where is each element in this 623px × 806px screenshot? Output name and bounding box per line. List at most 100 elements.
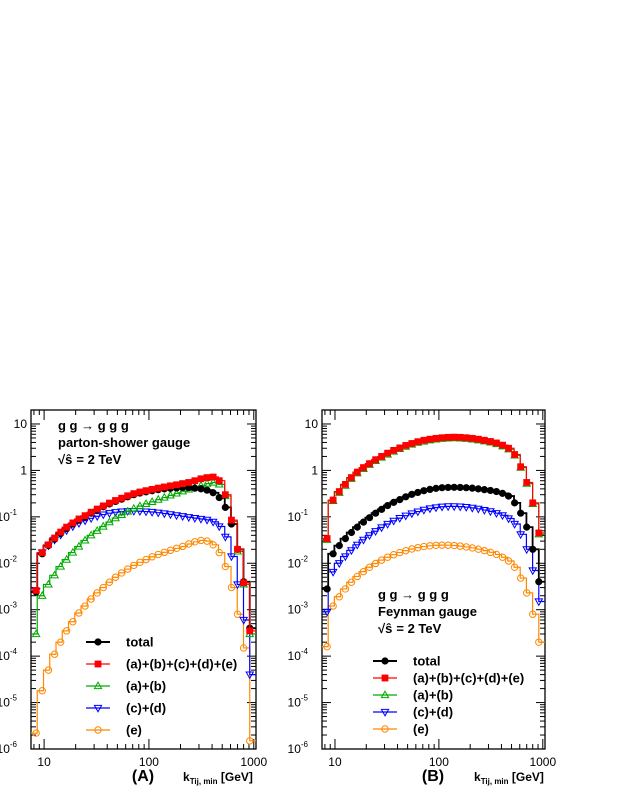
data-point: [136, 488, 144, 496]
data-point: [245, 671, 255, 680]
data-point: [148, 553, 156, 561]
data-point: [153, 494, 163, 503]
data-point: [93, 681, 103, 690]
series: [31, 507, 256, 680]
x-axis-title: kTij, min [GeV]: [474, 770, 544, 786]
data-point: [504, 492, 513, 500]
legend-label: (e): [413, 722, 429, 737]
data-point: [455, 503, 465, 512]
data-point: [50, 570, 60, 579]
data-point: [165, 511, 175, 520]
data-point: [480, 486, 488, 494]
energy-value: = 2 TeV: [396, 621, 441, 636]
data-point: [414, 438, 422, 446]
data-point: [438, 434, 446, 442]
data-point: [38, 687, 46, 695]
data-point: [522, 546, 532, 555]
data-point: [396, 444, 404, 452]
data-point: [456, 433, 464, 441]
data-point: [233, 581, 243, 590]
data-point: [486, 486, 495, 495]
data-point: [348, 474, 355, 482]
series: [322, 503, 545, 617]
data-point: [473, 505, 483, 514]
y-tick-base: 10: [288, 510, 302, 524]
data-point: [159, 492, 169, 501]
data-point: [381, 657, 389, 665]
data-point: [185, 479, 193, 486]
data-point: [202, 478, 212, 487]
data-point: [523, 523, 531, 531]
data-point: [381, 725, 389, 733]
data-point: [419, 506, 429, 515]
data-point: [147, 497, 157, 505]
data-point: [221, 503, 229, 511]
data-point: [443, 503, 453, 512]
data-point: [31, 629, 41, 638]
data-point: [335, 488, 343, 495]
y-tick-exponent: -6: [10, 740, 18, 749]
y-tick-base: 10: [0, 510, 10, 524]
data-point: [81, 512, 89, 520]
legend: total (a)+(b)+(c)+(d)+(e) (a)+(b) (c)+(d) (e…: [86, 635, 237, 738]
x-axis-subscript: Tij, min: [481, 777, 509, 786]
data-point: [371, 528, 381, 537]
y-tick-base: 10: [288, 603, 302, 617]
x-axis-symbol: k: [183, 770, 190, 784]
data-point: [479, 506, 489, 515]
data-point: [123, 506, 133, 515]
data-point: [118, 494, 126, 502]
y-tick-exponent: -3: [301, 601, 309, 610]
legend-label: (a)+(b)+(c)+(d)+(e): [126, 657, 237, 672]
data-point: [68, 547, 78, 556]
data-point: [81, 602, 89, 610]
data-point: [390, 498, 398, 506]
data-point: [202, 516, 212, 525]
data-point: [322, 608, 332, 617]
data-point: [498, 489, 507, 497]
data-point: [487, 438, 494, 445]
y-tick-base: 10: [288, 556, 302, 570]
y-tick-label: 10-4: [288, 647, 309, 663]
data-point: [529, 610, 537, 618]
data-point: [178, 486, 188, 495]
data-point: [159, 510, 169, 519]
data-point: [450, 433, 458, 441]
x-axis-unit: [GeV]: [509, 770, 544, 784]
data-point: [179, 480, 187, 487]
data-point: [196, 515, 206, 524]
data-point: [323, 642, 331, 651]
data-point: [135, 501, 145, 510]
data-point: [468, 434, 476, 442]
legend-label: (c)+(d): [413, 705, 453, 720]
data-point: [92, 525, 102, 534]
data-point: [467, 504, 477, 513]
data-point: [62, 554, 72, 563]
legend-label: (a)+(b): [126, 679, 166, 694]
data-point: [377, 556, 386, 564]
y-tick-base: 10: [288, 742, 302, 756]
data-point: [516, 574, 525, 582]
data-point: [534, 598, 544, 607]
data-point: [468, 484, 476, 492]
panel-label: (B): [422, 768, 444, 785]
data-point: [462, 484, 470, 492]
data-point: [56, 561, 66, 570]
data-point: [165, 490, 175, 499]
data-point: [335, 593, 343, 601]
data-point: [444, 483, 452, 492]
data-point: [372, 509, 380, 517]
data-point: [395, 514, 405, 523]
y-tick-exponent: -4: [301, 647, 309, 656]
data-point: [485, 508, 495, 517]
data-point: [492, 510, 501, 518]
data-point: [197, 475, 205, 483]
data-point: [371, 559, 380, 568]
legend-label: (c)+(d): [126, 701, 166, 716]
data-point: [413, 508, 423, 517]
data-point: [234, 545, 241, 553]
data-point: [37, 590, 47, 599]
y-tick-base: 10: [288, 649, 302, 663]
